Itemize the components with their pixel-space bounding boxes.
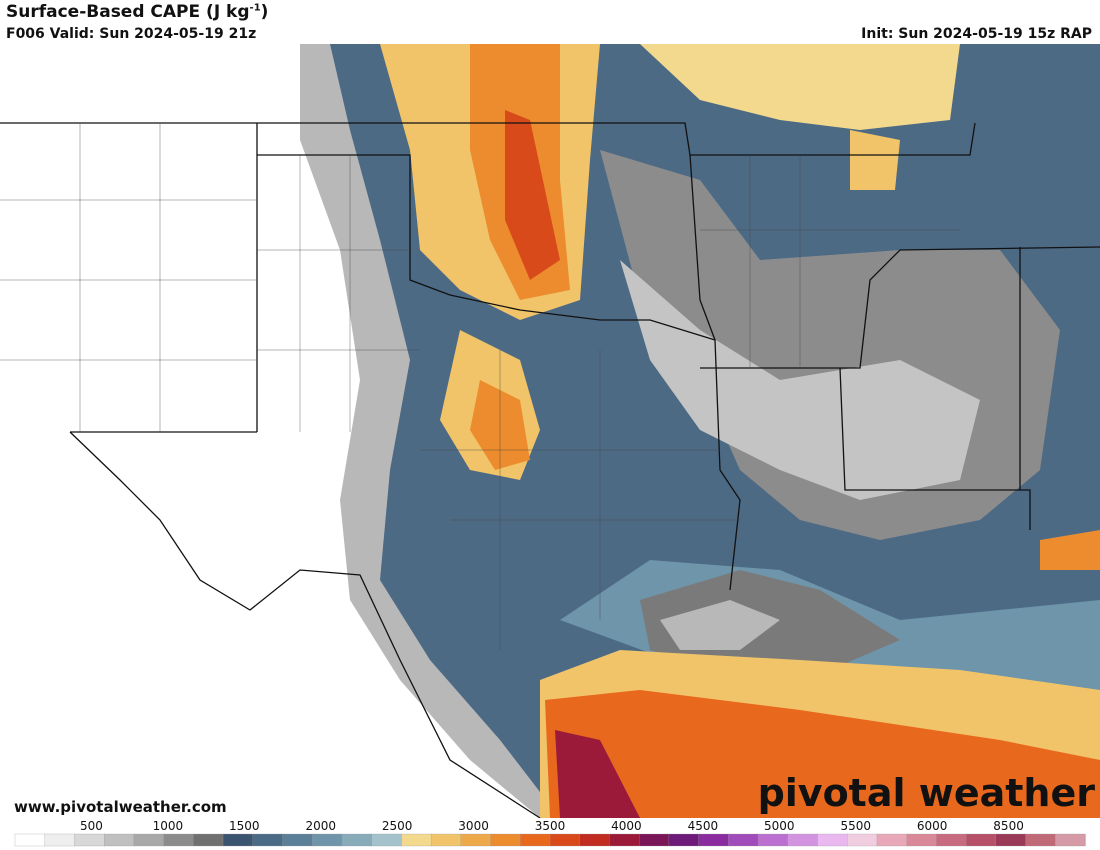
- colorbar-label: 5000: [764, 819, 795, 833]
- title-end: ): [260, 2, 269, 22]
- title-sup: -1: [249, 2, 261, 14]
- colorbar-label: 1500: [229, 819, 260, 833]
- state-borders: [0, 122, 1100, 819]
- title: Surface-Based CAPE (J kg-1): [6, 2, 268, 22]
- colorbar-label: 4500: [688, 819, 719, 833]
- colorbar-label: 3000: [458, 819, 489, 833]
- colorbar-label: 500: [80, 819, 103, 833]
- colorbar-label: 5500: [840, 819, 871, 833]
- init-time: Init: Sun 2024-05-19 15z RAP: [861, 26, 1092, 42]
- website: www.pivotalweather.com: [14, 798, 227, 816]
- colorbar-label: 3500: [535, 819, 566, 833]
- colorbar-swatch: [1055, 833, 1086, 847]
- colorbar-label: 1000: [153, 819, 184, 833]
- county-borders: [0, 123, 960, 650]
- cape-field: [0, 44, 1100, 818]
- title-text: Surface-Based CAPE (J kg: [6, 2, 250, 22]
- logo: pivotal weather: [758, 771, 1096, 815]
- colorbar-label: 2000: [305, 819, 336, 833]
- colorbar: 500 1000 1500 2000 2500 3000 3500 4000 4500 5000 5…: [0, 818, 1100, 850]
- colorbar-label: 6000: [917, 819, 948, 833]
- colorbar-label: 8500: [993, 819, 1024, 833]
- colorbar-label: 2500: [382, 819, 413, 833]
- colorbar-label: 4000: [611, 819, 642, 833]
- valid-time: F006 Valid: Sun 2024-05-19 21z: [6, 26, 257, 42]
